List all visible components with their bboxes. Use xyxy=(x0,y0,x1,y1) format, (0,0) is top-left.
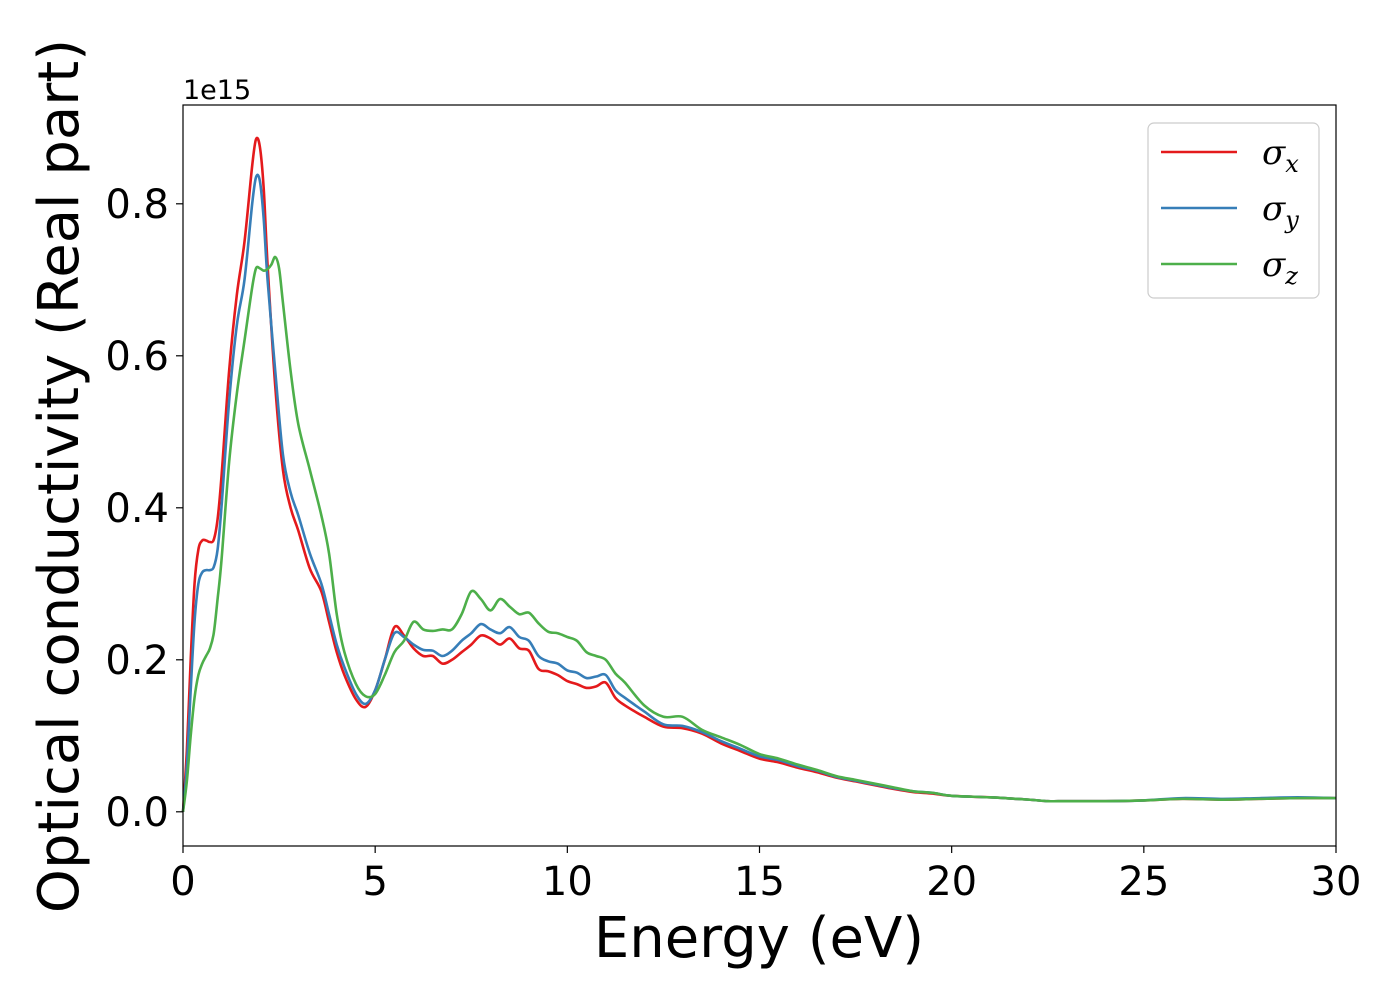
x-tick-label: 25 xyxy=(1118,859,1169,905)
y-tick-label: 0.2 xyxy=(105,638,169,684)
y-offset-text: 1e15 xyxy=(183,75,251,106)
series-line-z xyxy=(181,255,1337,812)
x-axis-title: Energy (eV) xyxy=(594,906,924,971)
x-tick-label: 0 xyxy=(170,859,195,905)
y-tick-label: 0.6 xyxy=(105,334,169,380)
x-tick-label: 15 xyxy=(734,859,785,905)
y-tick-label: 0.0 xyxy=(105,790,169,836)
x-axis: 0 5 10 15 20 25 30 xyxy=(170,846,1361,905)
y-tick-label: 0.4 xyxy=(105,486,169,532)
plot-lines xyxy=(181,136,1337,812)
legend-label-x: σx xyxy=(1262,133,1299,178)
y-axis-title: Optical conductivity (Real part) xyxy=(27,39,92,913)
x-tick-label: 20 xyxy=(926,859,977,905)
x-tick-label: 30 xyxy=(1311,859,1362,905)
legend-box xyxy=(1147,122,1320,299)
legend-label-y: σy xyxy=(1262,189,1299,234)
x-tick-label: 10 xyxy=(542,859,593,905)
y-tick-label: 0.8 xyxy=(105,182,169,228)
x-tick-label: 5 xyxy=(362,859,387,905)
y-axis: 0.0 0.2 0.4 0.6 0.8 xyxy=(105,182,183,836)
